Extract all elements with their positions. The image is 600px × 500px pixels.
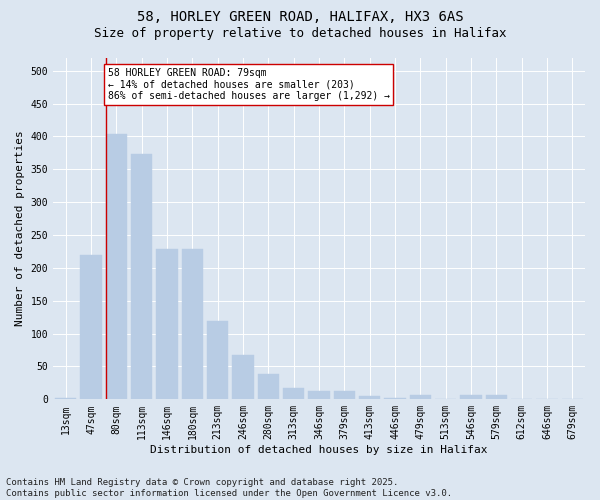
Bar — [283, 388, 304, 400]
Bar — [207, 321, 229, 400]
Y-axis label: Number of detached properties: Number of detached properties — [15, 130, 25, 326]
Bar — [410, 396, 431, 400]
Text: 58 HORLEY GREEN ROAD: 79sqm
← 14% of detached houses are smaller (203)
86% of se: 58 HORLEY GREEN ROAD: 79sqm ← 14% of det… — [107, 68, 389, 101]
Text: Contains HM Land Registry data © Crown copyright and database right 2025.
Contai: Contains HM Land Registry data © Crown c… — [6, 478, 452, 498]
Bar — [106, 134, 127, 400]
Text: Size of property relative to detached houses in Halifax: Size of property relative to detached ho… — [94, 28, 506, 40]
Bar — [460, 396, 482, 400]
Text: 58, HORLEY GREEN ROAD, HALIFAX, HX3 6AS: 58, HORLEY GREEN ROAD, HALIFAX, HX3 6AS — [137, 10, 463, 24]
X-axis label: Distribution of detached houses by size in Halifax: Distribution of detached houses by size … — [150, 445, 488, 455]
Bar — [359, 396, 380, 400]
Bar — [485, 396, 507, 400]
Bar — [308, 391, 330, 400]
Bar — [334, 392, 355, 400]
Bar — [384, 398, 406, 400]
Bar — [55, 398, 76, 400]
Bar — [511, 398, 532, 400]
Bar — [182, 250, 203, 400]
Bar — [232, 354, 254, 400]
Bar — [80, 254, 102, 400]
Bar — [156, 250, 178, 400]
Bar — [131, 154, 152, 400]
Bar — [562, 398, 583, 400]
Bar — [257, 374, 279, 400]
